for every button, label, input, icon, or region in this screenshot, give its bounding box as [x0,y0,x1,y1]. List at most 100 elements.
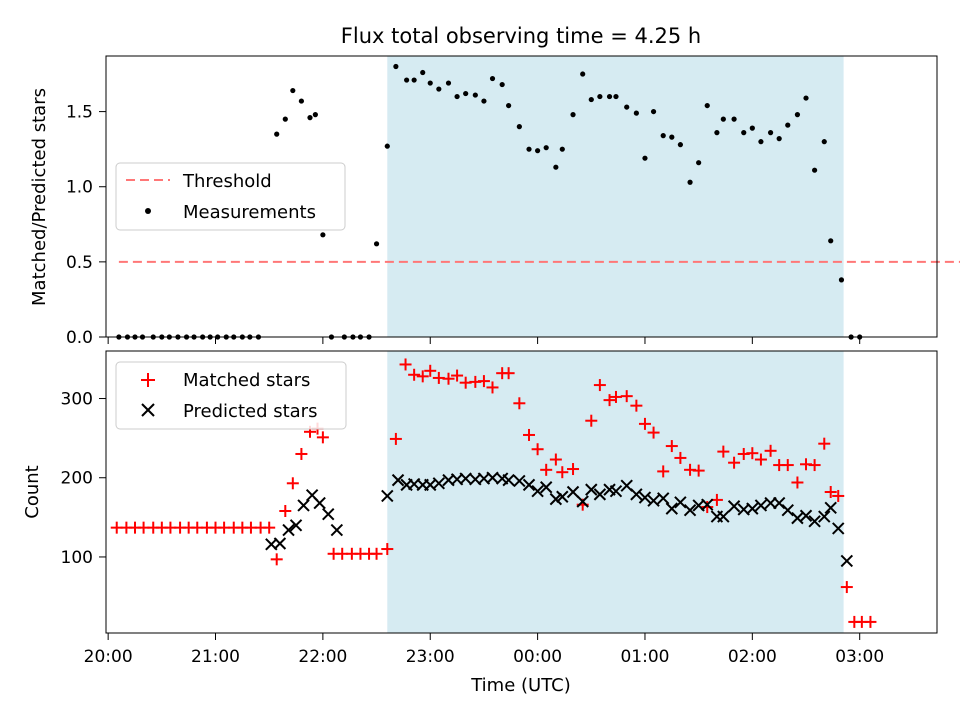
matched-point [832,489,845,502]
matched-point [864,615,877,628]
measurement-point [307,115,313,121]
matched-point [486,381,499,394]
legend-predicted-label: Predicted stars [183,401,317,422]
matched-point [754,453,767,466]
matched-point [549,453,562,466]
matched-point [523,428,536,441]
measurement-point [803,95,809,101]
matched-points [110,358,877,628]
matched-point [279,505,292,518]
matched-point [638,417,651,430]
measurement-point [776,136,782,142]
matched-point [840,581,853,594]
measurement-point [543,145,549,151]
legend-threshold-label: Threshold [182,171,272,192]
bottom-x-ticks: 20:00 21:00 22:00 23:00 00:00 01:00 02:00 03:00 [84,633,884,667]
matched-point [593,379,606,392]
predicted-point [566,485,580,499]
matched-point [603,394,616,407]
predicted-point [330,523,344,537]
predicted-point [313,496,326,510]
matched-point [791,476,804,489]
predicted-point [818,510,831,523]
matched-point [657,465,670,478]
measurement-point [499,81,505,88]
predicted-point [297,499,310,512]
top-y-axis-label: Matched/Predicted stars [29,88,50,306]
bottom-panel: 100 200 300 20:00 21:00 22:00 23:00 00:00 01:00… [22,350,938,696]
matched-point [286,477,299,490]
measurement-point [290,87,296,94]
measurement-point [274,131,280,137]
matched-point [477,375,490,388]
measurement-point [516,124,522,130]
top-y-tick-label: 1.5 [66,103,93,123]
measurement-point [624,104,630,110]
matched-point [692,464,705,477]
matched-point [764,444,777,457]
measurement-point [687,179,693,185]
measurement-point [741,130,747,136]
measurement-point [420,69,426,76]
matched-point [389,432,402,445]
predicted-point [432,477,446,490]
predicted-point [486,471,499,484]
chart-title: Flux total observing time = 4.25 h [341,24,701,48]
matched-point [609,390,622,403]
matched-point [701,501,714,514]
matched-point [728,456,741,469]
matched-point [567,463,580,476]
predicted-point [459,472,472,485]
measurement-points [116,63,863,340]
measurement-point [720,116,726,122]
predicted-point [539,481,553,494]
bottom-y-ticks: 100 200 300 [61,390,106,568]
top-x-ticks [107,337,861,344]
predicted-point [531,485,544,498]
predicted-point [585,483,598,496]
x-tick-label: 22:00 [298,647,347,667]
predicted-point [593,488,607,501]
predicted-point [556,490,569,503]
measurement-point [714,130,720,136]
matched-point [674,451,687,464]
predicted-point [630,488,643,501]
matched-point [746,447,759,460]
matched-point [585,414,598,427]
top-shaded-region [387,56,844,337]
predicted-point [273,537,287,550]
measurement-point [559,146,565,152]
measurement-point [472,92,478,98]
matched-point [408,368,421,381]
measurement-point [553,164,559,170]
measurement-point [650,108,657,115]
predicted-point [754,499,768,512]
measurement-point [731,116,737,122]
measurement-point [597,93,603,100]
matched-point [647,426,660,439]
predicted-point [576,495,589,508]
predicted-point [657,492,670,505]
matched-point [399,358,412,371]
measurement-point [821,139,827,145]
top-panel: 0.0 0.5 1.0 1.5 Matched/Predicted stars Thr… [29,55,960,348]
legend-matched-label: Matched stars [183,370,310,391]
measurement-point [320,232,326,238]
predicted-point [513,474,526,488]
top-y-tick-label: 0.0 [66,328,93,348]
measurement-point [606,93,613,100]
predicted-point [683,504,697,517]
x-tick-label: 01:00 [620,647,669,667]
measurement-point [506,102,512,109]
measurement-point [454,93,460,100]
measurement-point [613,93,619,100]
measurement-point [393,63,399,70]
matched-point [270,553,283,566]
predicted-point [502,473,515,487]
measurement-point [588,96,594,103]
predicted-point [781,504,794,517]
predicted-point [674,496,687,509]
matched-point [556,466,569,479]
top-y-tick-label: 0.5 [66,253,93,273]
legend-measurements-label: Measurements [183,202,316,223]
